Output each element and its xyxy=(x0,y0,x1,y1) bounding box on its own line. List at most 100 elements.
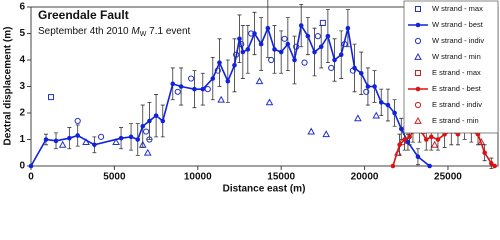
triangle-marker xyxy=(307,127,316,135)
dot-marker xyxy=(398,126,404,132)
dot-marker xyxy=(147,118,152,124)
subtitle-prefix: September 4th 2010 xyxy=(38,26,129,37)
dot-marker xyxy=(428,134,434,140)
dot-marker xyxy=(415,154,421,160)
circle-marker xyxy=(281,35,288,42)
dot-marker xyxy=(28,163,34,169)
legend-label: E strand - indiv xyxy=(432,100,482,109)
dot-marker xyxy=(489,161,494,166)
dot-marker xyxy=(338,52,344,57)
dot-marker xyxy=(278,49,284,55)
x-tick-label: 10000 xyxy=(184,172,212,183)
circle-marker xyxy=(314,33,321,40)
dot-marker xyxy=(415,22,421,28)
chart-subtitle: September 4th 2010 MW 7.1 event xyxy=(38,26,191,40)
dot-marker xyxy=(325,33,331,39)
dot-marker xyxy=(128,134,134,140)
x-tick-label: 15000 xyxy=(267,172,295,183)
square-marker xyxy=(415,6,421,12)
x-tick-label: 20000 xyxy=(351,172,379,183)
dot-marker xyxy=(140,123,146,129)
y-tick-label: 6 xyxy=(19,2,25,13)
triangle-marker xyxy=(217,95,225,103)
dot-marker xyxy=(407,134,412,140)
dot-marker xyxy=(75,133,80,138)
legend-label: W strand - best xyxy=(432,20,484,29)
y-tick-label: 3 xyxy=(19,81,25,92)
dot-marker xyxy=(285,41,291,47)
legend: W strand - max W strand - best W strand - … xyxy=(403,0,499,134)
triangle-marker xyxy=(430,140,439,148)
triangle-marker xyxy=(414,116,422,124)
dot-marker xyxy=(482,150,487,156)
circle-marker xyxy=(363,88,370,95)
dot-marker xyxy=(160,118,166,124)
legend-box xyxy=(403,0,499,134)
y-tick-label: 4 xyxy=(19,55,25,66)
legend-label: W strand - max xyxy=(432,4,483,13)
circle-marker xyxy=(74,117,81,125)
dot-marker xyxy=(43,137,49,142)
dot-marker xyxy=(265,25,271,31)
circle-marker xyxy=(268,56,275,64)
dot-marker xyxy=(240,49,246,55)
y-tick-label: 0 xyxy=(19,161,25,172)
dot-marker xyxy=(397,142,402,148)
y-tick-label: 2 xyxy=(19,108,25,119)
dot-marker xyxy=(118,135,124,141)
dot-marker xyxy=(135,137,141,142)
dot-marker xyxy=(423,137,429,142)
subtitle-subscript: W xyxy=(140,31,147,38)
triangle-marker xyxy=(58,140,67,148)
square-marker xyxy=(48,94,55,101)
triangle-marker xyxy=(322,130,331,138)
circle-marker xyxy=(142,128,150,135)
dot-marker xyxy=(292,57,297,63)
dot-marker xyxy=(192,86,197,92)
dot-marker xyxy=(298,23,304,28)
x-tick-label: 5000 xyxy=(103,172,126,183)
dot-marker xyxy=(318,44,324,50)
x-tick-label: 25000 xyxy=(434,172,462,183)
dot-marker xyxy=(385,102,391,108)
triangle-marker xyxy=(255,77,264,85)
chart-title: Greendale Fault xyxy=(38,8,129,22)
dot-marker xyxy=(392,110,397,116)
y-tick-label: 5 xyxy=(19,28,25,39)
dot-marker xyxy=(427,163,432,169)
circle-marker xyxy=(414,37,422,45)
dot-marker xyxy=(237,36,242,42)
dot-marker xyxy=(415,86,421,92)
dot-marker xyxy=(232,63,237,68)
circle-marker xyxy=(301,59,308,66)
legend-label: E strand - min xyxy=(432,116,479,125)
dot-marker xyxy=(372,84,377,89)
circle-marker xyxy=(414,101,422,109)
y-axis-label: Dextral displacement (m) xyxy=(3,27,14,146)
dot-marker xyxy=(210,76,216,81)
legend-label: W strand - min xyxy=(432,52,481,61)
dot-marker xyxy=(345,25,351,31)
subtitle-symbol: M xyxy=(131,26,140,37)
dot-marker xyxy=(225,78,231,84)
legend-label: E strand - max xyxy=(432,68,481,77)
legend-label: E strand - best xyxy=(432,84,482,93)
circle-marker xyxy=(188,75,195,82)
dot-marker xyxy=(352,65,357,71)
dot-marker xyxy=(153,113,159,118)
triangle-marker xyxy=(143,148,152,156)
dot-marker xyxy=(170,81,176,87)
square-marker xyxy=(319,19,326,26)
dot-marker xyxy=(492,163,497,169)
x-tick-label: 0 xyxy=(28,172,34,183)
x-axis-label: Distance east (m) xyxy=(223,184,306,195)
dot-marker xyxy=(92,142,97,148)
triangle-marker xyxy=(414,52,422,60)
dot-marker xyxy=(272,47,277,52)
dot-marker xyxy=(378,100,384,105)
circle-marker xyxy=(97,133,105,140)
dot-marker xyxy=(245,47,251,52)
circle-marker xyxy=(204,86,211,93)
subtitle-suffix: 7.1 event xyxy=(149,26,190,37)
dot-marker xyxy=(178,84,184,89)
